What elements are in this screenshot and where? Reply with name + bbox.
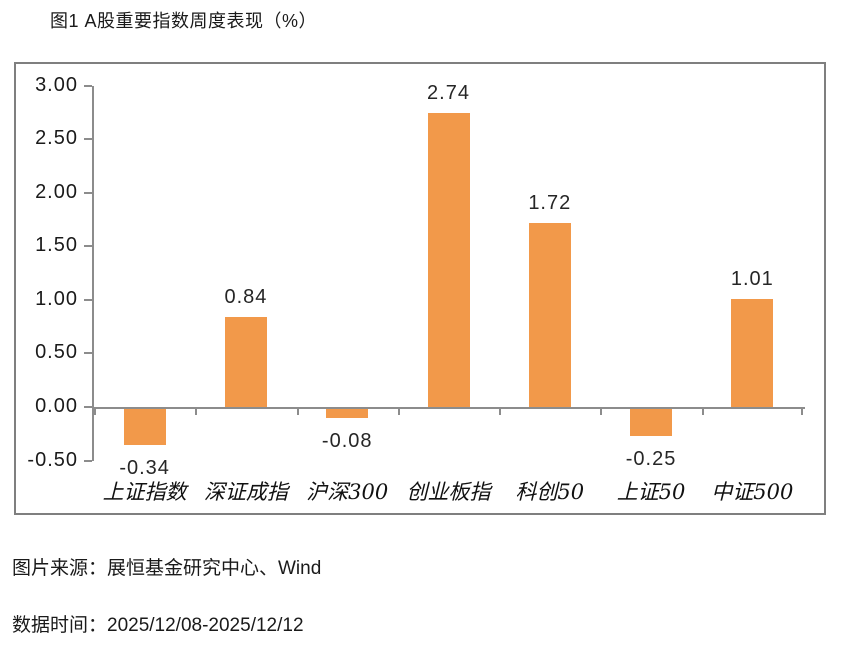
x-axis-tick — [499, 409, 502, 415]
bar-创业板指 — [427, 113, 470, 407]
bar-chart: 3.00 2.50 2.00 1.50 1.00 0.50 0.00 -0.50 -0.34 上证… — [14, 62, 826, 515]
x-axis-category-label: 深证成指 — [203, 480, 288, 504]
y-axis-tick — [84, 191, 92, 194]
bar-value-label: 0.84 — [224, 286, 268, 308]
y-axis-tick-label: 2.50 — [35, 127, 78, 150]
y-axis-tick — [84, 459, 92, 462]
y-axis-tick — [84, 406, 92, 408]
y-axis-tick — [84, 84, 92, 87]
image-source-caption: 图片来源：展恒基金研究中心、Wind — [12, 558, 322, 579]
y-axis-tick-label: -0.50 — [27, 448, 78, 471]
x-axis-category-label: 上证指数 — [102, 480, 187, 504]
y-axis-tick-label: 1.00 — [35, 287, 78, 310]
x-axis-tick — [296, 409, 299, 415]
x-axis-category-label: 沪深300 — [306, 480, 389, 504]
y-axis-tick — [84, 298, 92, 301]
bar-上证50 — [630, 409, 673, 436]
bar-value-label: -0.34 — [119, 457, 170, 480]
x-axis-category-label: 上证50 — [616, 480, 686, 504]
figure-title: 图1 A股重要指数周度表现（%） — [50, 11, 318, 31]
bar-科创50 — [528, 222, 571, 407]
y-axis-line — [92, 85, 94, 461]
bar-沪深300 — [326, 409, 369, 418]
y-axis-tick — [84, 352, 92, 355]
x-axis-tick — [801, 409, 803, 415]
x-axis-tick — [600, 409, 603, 415]
y-axis-tick-label: 0.50 — [35, 341, 78, 364]
y-axis-tick-label: 1.50 — [35, 234, 78, 257]
x-axis-category-label: 科创50 — [515, 480, 585, 504]
bar-value-label: -0.25 — [625, 447, 677, 470]
bar-上证指数 — [123, 409, 166, 446]
x-axis-zero-line — [92, 407, 805, 409]
y-axis-tick — [84, 138, 92, 141]
y-axis-tick — [84, 245, 92, 248]
bar-value-label: -0.08 — [321, 429, 373, 452]
y-axis-tick-label: 3.00 — [35, 73, 78, 96]
data-period-caption: 数据时间：2025/12/08-2025/12/12 — [12, 615, 304, 636]
bar-中证500 — [731, 298, 774, 407]
x-axis-tick — [195, 409, 198, 415]
x-axis-category-label: 中证500 — [711, 480, 794, 504]
bar-value-label: 1.72 — [528, 191, 572, 214]
y-axis-tick-label: 2.00 — [35, 180, 78, 203]
x-axis-tick — [397, 409, 400, 415]
bar-深证成指 — [224, 317, 267, 407]
x-axis-tick — [701, 409, 704, 415]
x-axis-tick — [94, 409, 96, 415]
x-axis-category-label: 创业板指 — [406, 480, 491, 504]
y-axis-tick-label: 0.00 — [35, 395, 78, 417]
plot-area: 3.00 2.50 2.00 1.50 1.00 0.50 0.00 -0.50 -0.34 上证… — [16, 64, 824, 513]
bar-value-label: 1.01 — [730, 267, 774, 290]
bar-value-label: 2.74 — [427, 82, 470, 105]
